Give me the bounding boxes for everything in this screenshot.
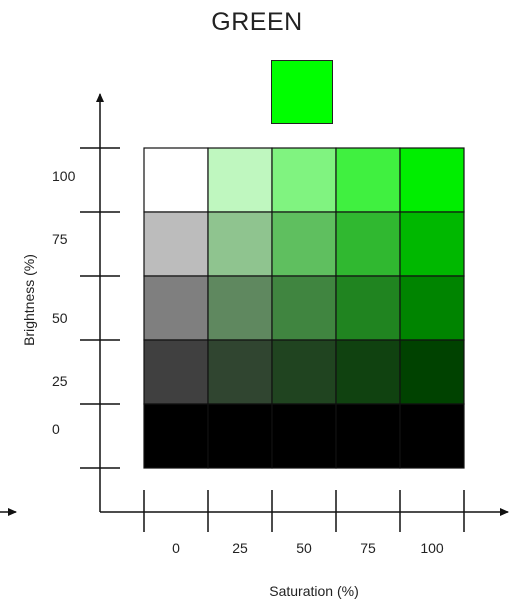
y-tick-label: 25 — [52, 373, 68, 389]
color-cell-b50-s50 — [271, 275, 337, 341]
base-color-swatch — [271, 60, 333, 124]
x-tick-label: 0 — [172, 540, 180, 556]
color-cell-b25-s50 — [271, 339, 337, 405]
y-tick-label: 100 — [52, 168, 76, 184]
y-tick-label: 50 — [52, 310, 68, 326]
chart-title: GREEN — [211, 8, 303, 36]
color-cell-b100-s50 — [271, 147, 337, 213]
color-cell-b75-s50 — [271, 211, 337, 277]
color-cell-b0-s0 — [143, 403, 209, 469]
color-cell-b25-s25 — [207, 339, 273, 405]
color-cells — [143, 147, 465, 469]
color-cell-b100-s0 — [143, 147, 209, 213]
x-tick-label: 50 — [296, 540, 312, 556]
color-cell-b75-s100 — [399, 211, 465, 277]
color-cell-b75-s0 — [143, 211, 209, 277]
color-cell-b100-s100 — [399, 147, 465, 213]
y-axis-title: Brightness (%) — [21, 254, 37, 346]
color-cell-b100-s25 — [207, 147, 273, 213]
color-cell-b0-s100 — [399, 403, 465, 469]
x-tick-label: 25 — [232, 540, 248, 556]
color-cell-b0-s75 — [335, 403, 401, 469]
axis-labels: 100 75 50 25 0 0 25 50 75 100 Saturation (%) Bright… — [21, 168, 444, 599]
axes — [0, 93, 509, 532]
color-cell-b25-s75 — [335, 339, 401, 405]
y-tick-label: 75 — [52, 231, 68, 247]
color-cell-b100-s75 — [335, 147, 401, 213]
x-axis-title: Saturation (%) — [269, 583, 358, 599]
color-cell-b50-s75 — [335, 275, 401, 341]
color-cell-b0-s25 — [207, 403, 273, 469]
color-cell-b75-s25 — [207, 211, 273, 277]
color-cell-b25-s100 — [399, 339, 465, 405]
color-cell-b0-s50 — [271, 403, 337, 469]
y-tick-label: 0 — [52, 421, 60, 437]
color-cell-b50-s0 — [143, 275, 209, 341]
color-cell-b50-s25 — [207, 275, 273, 341]
x-tick-label: 100 — [420, 540, 444, 556]
color-cell-b75-s75 — [335, 211, 401, 277]
x-tick-label: 75 — [360, 540, 376, 556]
color-cell-b50-s100 — [399, 275, 465, 341]
color-cell-b25-s0 — [143, 339, 209, 405]
